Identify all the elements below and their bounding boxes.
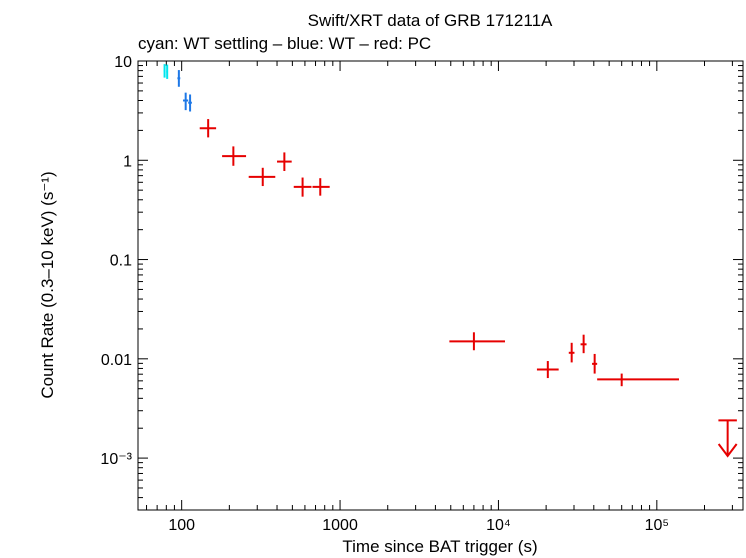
data-point: [277, 152, 292, 171]
data-point: [312, 178, 330, 196]
data-point: [166, 64, 169, 79]
upper-limit-arrowhead: [717, 443, 738, 458]
y-tick-label: 0.1: [110, 253, 132, 270]
data-point: [177, 70, 181, 87]
data-point: [199, 119, 217, 138]
y-tick-label: 10: [114, 54, 132, 71]
x-tick-label: 10⁵: [645, 517, 669, 534]
y-tick-label: 10⁻³: [100, 451, 132, 468]
plot-frame: [137, 60, 744, 511]
data-point: [597, 373, 679, 387]
x-axis-ticks: 100 1000 10⁴ 10⁵: [146, 61, 733, 534]
data-point: [248, 167, 276, 187]
data-point: [222, 146, 247, 166]
data-point: [568, 342, 575, 363]
x-tick-label: 10⁴: [486, 517, 511, 534]
x-axis-label: Time since BAT trigger (s): [342, 537, 537, 556]
data-marks: [163, 64, 738, 458]
data-point: [188, 94, 192, 112]
data-point: [293, 177, 312, 197]
y-tick-label: 0.01: [101, 352, 132, 369]
y-axis-ticks: 10 1 0.1 0.01 10⁻³: [100, 54, 743, 511]
y-tick-label: 1: [123, 153, 132, 170]
chart-title: Swift/XRT data of GRB 171211A: [308, 11, 553, 30]
x-tick-label: 100: [168, 517, 195, 534]
data-point: [580, 334, 587, 354]
upper-limit: [717, 419, 738, 458]
x-tick-label: 1000: [322, 517, 358, 534]
chart-subtitle: cyan: WT settling – blue: WT – red: PC: [138, 34, 431, 53]
data-point: [536, 361, 559, 379]
data-point: [183, 92, 189, 111]
data-point: [163, 64, 166, 78]
data-point: [449, 332, 505, 351]
data-point: [592, 353, 598, 374]
y-axis-label: Count Rate (0.3–10 keV) (s⁻¹): [38, 171, 57, 398]
